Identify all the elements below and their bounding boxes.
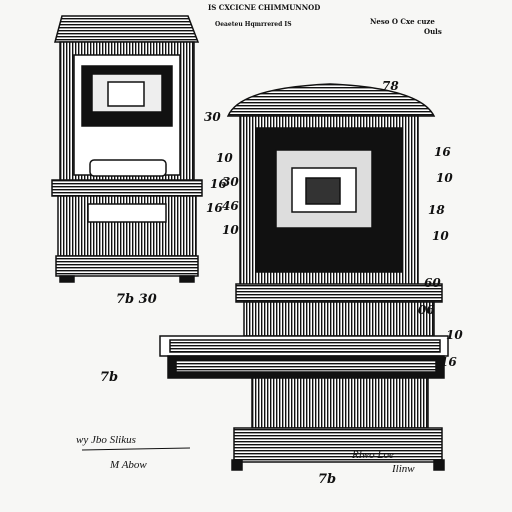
label: 16 bbox=[440, 355, 457, 369]
header-right-sub: Ouls bbox=[424, 27, 442, 36]
label: 16 bbox=[434, 145, 451, 159]
header-subtitle: Oeaeteu Hqmrrered IS bbox=[215, 21, 292, 28]
signature: Ilinw bbox=[391, 463, 415, 475]
figure-label: 7b 30 bbox=[116, 292, 157, 307]
label: 16 bbox=[206, 201, 223, 215]
signature: wy Jbo Slikus bbox=[76, 434, 136, 446]
left-cabinet bbox=[51, 15, 203, 283]
label: 30 bbox=[222, 175, 239, 189]
right-cabinet bbox=[159, 83, 449, 471]
header: IS CXCICNE CHIMMUNNOD Oeaeteu Hqmrrered … bbox=[208, 3, 442, 36]
label: 78 bbox=[382, 79, 399, 93]
label: 10 bbox=[436, 171, 453, 185]
signature: Rlwo Loe bbox=[351, 449, 394, 461]
label: 46 bbox=[222, 199, 239, 213]
label: 60 bbox=[424, 276, 441, 290]
figure-label: 7b bbox=[318, 472, 336, 487]
signature: M Abow bbox=[109, 459, 147, 471]
label: 10 bbox=[216, 151, 233, 165]
header-right: Neso O Cxe cuze bbox=[370, 17, 435, 26]
label: 18 bbox=[428, 203, 445, 217]
label: 10 bbox=[432, 229, 449, 243]
label: 16 bbox=[210, 177, 227, 191]
callout-labels: 30 10 16 78 30 46 16 10 16 10 18 10 60 0… bbox=[100, 79, 463, 487]
label: 30 bbox=[204, 110, 221, 124]
signatures: wy Jbo Slikus M Abow Rlwo Loe Ilinw bbox=[76, 434, 415, 475]
label: 10 bbox=[222, 223, 239, 237]
label: 10 bbox=[446, 328, 463, 342]
signature-line bbox=[81, 447, 191, 451]
label: 06 bbox=[418, 303, 435, 317]
figure-label: 7b bbox=[100, 370, 118, 385]
header-title: IS CXCICNE CHIMMUNNOD bbox=[208, 3, 320, 12]
